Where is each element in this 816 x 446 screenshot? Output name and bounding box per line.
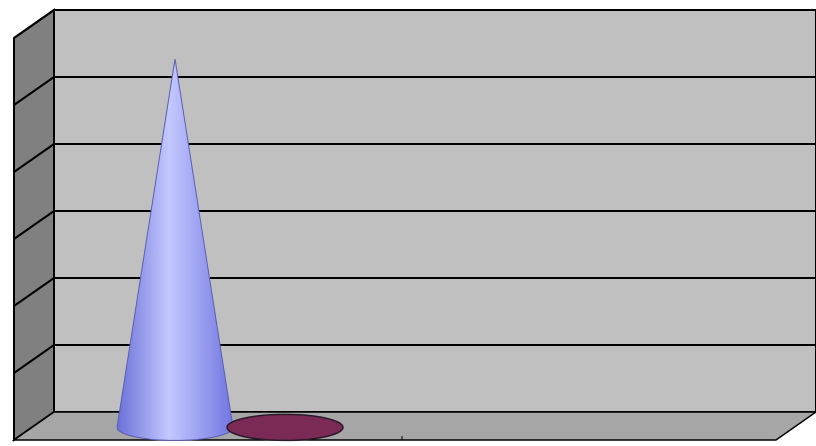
side-gridline bbox=[13, 76, 55, 106]
cone-base-zero bbox=[226, 413, 344, 442]
side-gridline bbox=[13, 210, 55, 240]
side-gridline bbox=[13, 143, 55, 173]
side-gridline bbox=[13, 344, 55, 374]
side-gridline bbox=[13, 277, 55, 307]
side-gridline bbox=[13, 9, 55, 39]
